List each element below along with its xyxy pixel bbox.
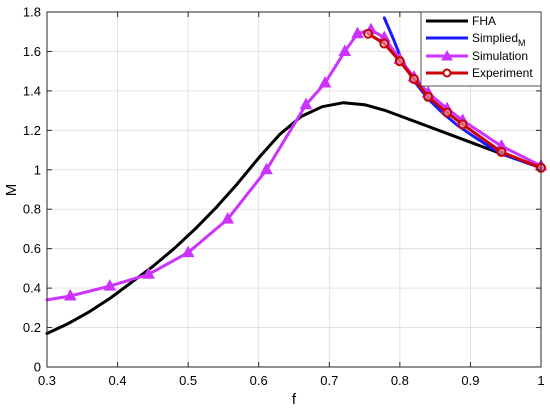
- data-point-simulation: [63, 288, 77, 301]
- data-point-simulation: [377, 30, 391, 43]
- series-simplied: [382, 16, 543, 170]
- legend-marker-simulation: [441, 49, 453, 61]
- data-point-simulation: [260, 162, 273, 175]
- data-point-experiment: [408, 74, 419, 85]
- y-tick-label: 1.6: [23, 44, 41, 59]
- y-tick-label: 1.2: [23, 123, 41, 138]
- x-tick-label: 0.3: [38, 373, 56, 388]
- data-point-simulation: [142, 267, 155, 279]
- legend-label-fha: FHA: [472, 14, 496, 28]
- data-point-simulation: [318, 75, 332, 88]
- legend-label-experiment: Experiment: [472, 66, 533, 80]
- data-point-simulation: [299, 97, 313, 110]
- x-tick-label: 0.4: [109, 373, 127, 388]
- x-tick-label: 0.8: [391, 373, 409, 388]
- series-line-fha: [45, 101, 543, 335]
- x-axis-label: f: [292, 391, 297, 408]
- data-point-experiment: [457, 119, 468, 130]
- data-point-simulation: [221, 212, 235, 224]
- x-tick-label: 0.9: [461, 373, 479, 388]
- data-point-experiment: [394, 56, 405, 67]
- data-point-simulation: [103, 279, 117, 291]
- series-fha: [45, 101, 543, 335]
- legend-label-simplied: SimpliedM: [472, 31, 526, 48]
- series-experiment: [363, 28, 546, 173]
- series-line-simplied: [382, 16, 543, 170]
- x-tick-label: 0.5: [179, 373, 197, 388]
- legend: FHA SimpliedM Simulation Experiment: [420, 11, 542, 87]
- data-point-simulation: [338, 44, 352, 56]
- y-tick-label: 1.8: [23, 5, 41, 20]
- y-tick-labels: 0 0.2 0.4 0.6 0.8 1 1.2 1.4 1.6 1.8: [23, 5, 41, 375]
- plot-frame: [46, 11, 542, 368]
- y-tick-label: 0.6: [23, 241, 41, 256]
- x-tick-labels: 0.3 0.4 0.5 0.6 0.7 0.8 0.9 1: [38, 373, 545, 388]
- y-tick-label: 0.2: [23, 320, 41, 335]
- data-point-experiment: [423, 91, 434, 102]
- y-axis-label: M: [3, 184, 20, 197]
- y-tick-label: 1.4: [23, 83, 41, 98]
- data-point-experiment: [442, 107, 453, 118]
- data-point-experiment: [363, 28, 374, 39]
- tick-marks: [46, 11, 542, 368]
- data-point-experiment: [379, 38, 390, 49]
- data-point-simulation: [181, 245, 195, 258]
- y-tick-label: 0.4: [23, 281, 41, 296]
- legend-label-simulation: Simulation: [472, 49, 528, 63]
- data-point-experiment: [496, 147, 507, 158]
- x-tick-label: 0.7: [320, 373, 338, 388]
- y-tick-label: 0.8: [23, 202, 41, 217]
- y-tick-label: 1: [34, 162, 41, 177]
- x-tick-label: 1: [537, 373, 544, 388]
- series-line-experiment: [366, 32, 543, 170]
- y-tick-label: 0: [34, 360, 41, 375]
- data-point-simulation: [351, 26, 364, 39]
- legend-marker-experiment: [442, 68, 452, 78]
- x-tick-label: 0.6: [250, 373, 268, 388]
- data-point-simulation: [495, 139, 508, 151]
- series-line-simulation: [45, 28, 543, 302]
